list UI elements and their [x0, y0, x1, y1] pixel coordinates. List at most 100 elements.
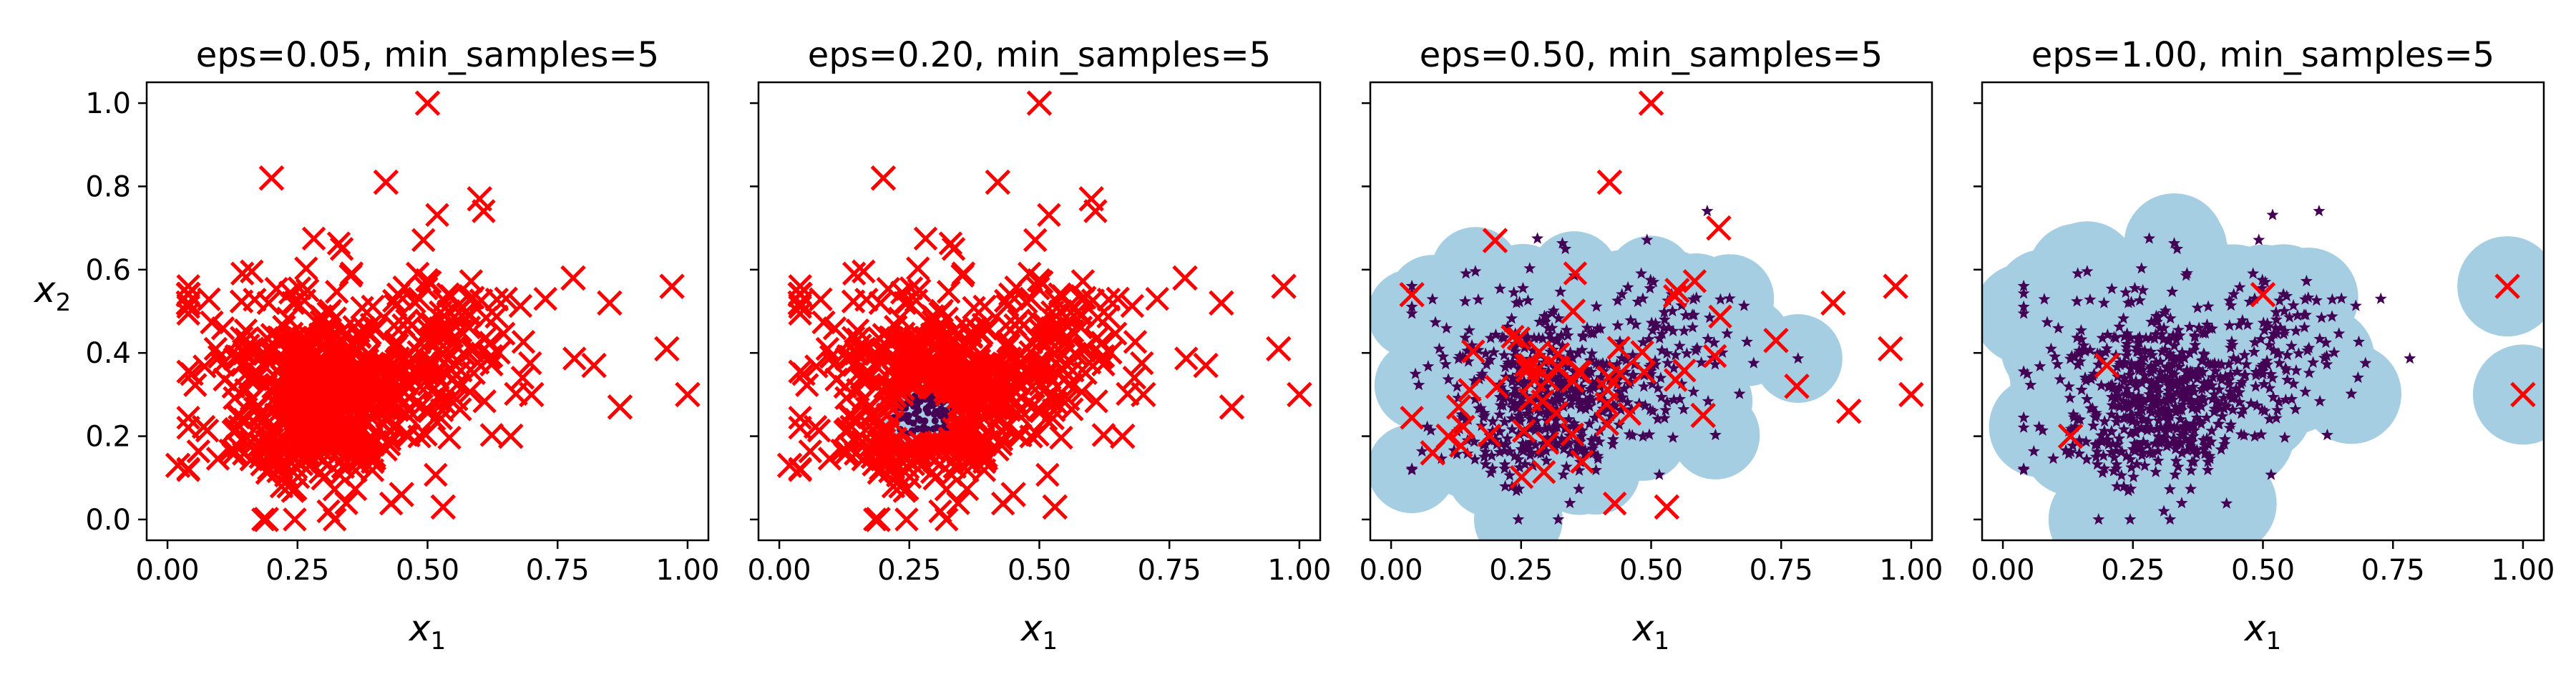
outlier-marker-355	[835, 439, 859, 464]
xtick-label-2: 0.50	[1008, 554, 1071, 587]
core-marker-433	[2146, 349, 2159, 361]
core-marker-647	[1455, 408, 1468, 420]
xtick-label-0: 0.00	[748, 554, 811, 587]
core-marker-675	[2178, 374, 2191, 386]
core-marker-347	[1521, 407, 1533, 419]
core-marker-649	[1540, 311, 1553, 323]
core-marker-382	[2117, 375, 2130, 387]
core-marker-408	[2089, 411, 2102, 423]
core-marker-676	[2169, 400, 2182, 412]
outlier-marker-227	[806, 418, 831, 443]
core-marker-682	[2256, 364, 2269, 376]
core-marker-358	[1558, 374, 1571, 386]
outlier-marker-610	[176, 415, 200, 440]
core-marker-578	[1621, 281, 1634, 293]
outlier-marker-680	[960, 361, 985, 386]
core-marker-11	[2117, 423, 2130, 435]
outlier-marker-636	[221, 374, 246, 399]
core-marker-670	[2108, 451, 2121, 463]
core-marker-231	[2041, 316, 2054, 328]
core-marker-696	[2233, 396, 2246, 408]
core-marker-270	[2250, 366, 2263, 378]
outlier-marker-150	[1560, 422, 1585, 447]
core-marker-103	[2059, 444, 2072, 456]
core-marker-329	[2273, 294, 2286, 306]
core-marker-518	[1475, 369, 1488, 382]
core-marker-473	[2080, 453, 2093, 465]
core-marker-6	[1564, 398, 1577, 410]
core-marker-516	[2150, 315, 2163, 328]
outlier-marker-516	[921, 310, 946, 334]
core-marker-619	[1551, 379, 1563, 391]
core-marker-671	[2034, 360, 2046, 372]
outlier-marker-416	[326, 231, 351, 255]
outlier-marker-s11	[865, 507, 891, 532]
core-marker-34	[2110, 479, 2124, 492]
core-marker-539	[2192, 321, 2205, 333]
core-marker-487	[1623, 428, 1636, 440]
outlier-marker-s1	[258, 165, 285, 191]
core-marker-223	[2271, 404, 2284, 416]
core-marker-514	[2260, 354, 2273, 366]
outlier-marker-205	[1122, 366, 1147, 390]
x-axis-label-2: x1	[1020, 608, 1058, 656]
outlier-marker-675	[337, 369, 361, 394]
core-marker-49	[1576, 424, 1589, 436]
core-marker-634	[1594, 358, 1607, 370]
outlier-marker-s17	[1110, 423, 1136, 449]
core-marker-476	[1652, 381, 1664, 394]
outlier-marker-566	[424, 462, 448, 487]
outlier-marker-165	[1477, 423, 1502, 448]
core-marker-328	[1468, 374, 1480, 386]
outlier-marker-s17	[1607, 361, 1633, 387]
core-marker-84	[2228, 288, 2240, 300]
core-marker-373	[2096, 331, 2109, 344]
core-marker-422	[2224, 385, 2237, 397]
core-marker-386	[1636, 336, 1649, 348]
outlier-marker-681	[275, 389, 300, 414]
outlier-marker-580	[863, 507, 887, 532]
core-marker-634	[2206, 358, 2219, 370]
outlier-marker-664	[450, 303, 474, 328]
core-marker-567	[1568, 416, 1581, 429]
outliers-4	[2057, 273, 2536, 449]
core-marker-370	[2374, 292, 2387, 304]
core-marker-206	[2047, 452, 2060, 464]
core-marker-0	[2067, 439, 2079, 452]
core-marker-659	[1606, 437, 1619, 450]
core-marker-428	[2225, 392, 2238, 404]
outlier-marker-589	[892, 479, 917, 503]
xtick-label-4: 1.00	[2491, 554, 2555, 587]
border-marker-606	[914, 406, 922, 414]
outlier-marker-s3	[1078, 186, 1104, 212]
core-marker-113	[2289, 403, 2302, 415]
core-marker-588	[1512, 427, 1525, 439]
core-marker-559	[2105, 282, 2118, 294]
core-marker-529	[1556, 339, 1569, 351]
outlier-marker-190	[995, 293, 1020, 318]
core-marker-284	[1494, 399, 1507, 411]
outlier-marker-s13	[787, 290, 813, 316]
core-marker-672	[2277, 288, 2290, 300]
core-marker-652	[2273, 356, 2286, 369]
core-marker-394	[2157, 321, 2170, 333]
core-marker-283	[2313, 332, 2326, 345]
outlier-marker-427	[411, 228, 436, 253]
core-marker-207	[2254, 333, 2267, 345]
x-axis-label-1: x1	[408, 608, 446, 656]
ytick-label-2: 0.4	[85, 337, 131, 370]
core-marker-612	[2071, 295, 2084, 307]
outlier-marker-s6	[1287, 381, 1312, 408]
outlier-marker-684	[1014, 290, 1038, 314]
core-marker-579	[1543, 328, 1556, 340]
core-marker-69	[2166, 285, 2179, 298]
border-marker-650	[929, 401, 937, 409]
core-marker-412	[2147, 381, 2160, 393]
outlier-marker-s0	[414, 90, 441, 116]
core-marker-301	[1513, 482, 1526, 494]
core-marker-44	[1521, 294, 1534, 306]
outlier-marker-229	[1049, 425, 1073, 450]
outlier-marker-355	[223, 439, 248, 464]
outlier-marker-623	[1008, 364, 1033, 388]
core-marker-466	[2160, 425, 2172, 438]
